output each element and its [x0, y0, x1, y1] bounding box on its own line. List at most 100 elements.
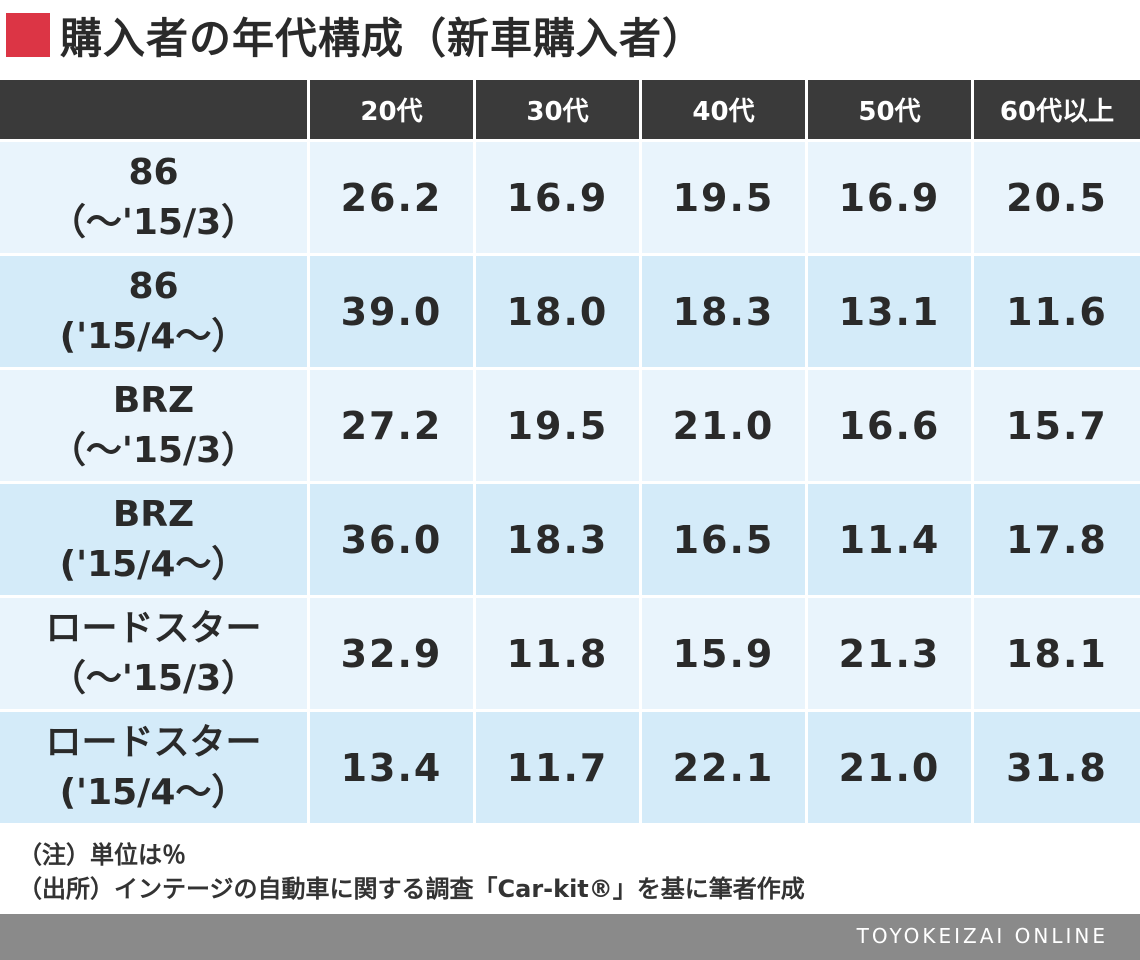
row-label-line2: （～'15/3） [49, 429, 258, 471]
footer-bar: TOYOKEIZAI ONLINE [0, 914, 1140, 960]
row-label: 86 ('15/4～） [60, 262, 248, 362]
value-text: 13.4 [340, 745, 443, 790]
value-cell: 15.9 [642, 598, 808, 712]
value-cell: 31.8 [974, 712, 1140, 826]
row-label: ロードスター （～'15/3） [45, 604, 261, 704]
table-row: BRZ ('15/4～） 36.0 18.3 16.5 11.4 17.8 [0, 484, 1140, 598]
header-cell-20s: 20代 [310, 80, 476, 142]
value-cell: 21.3 [808, 598, 974, 712]
value-cell: 17.8 [974, 484, 1140, 598]
value-cell: 11.8 [476, 598, 642, 712]
value-text: 21.3 [838, 631, 941, 676]
value-cell: 16.6 [808, 370, 974, 484]
header-cell-blank [0, 80, 310, 142]
row-label-line1: ロードスター [45, 607, 262, 649]
value-cell: 22.1 [642, 712, 808, 826]
row-label-line2: ('15/4～） [59, 771, 248, 813]
value-cell: 11.6 [974, 256, 1140, 370]
value-text: 17.8 [1006, 517, 1108, 562]
value-text: 18.3 [506, 517, 609, 562]
row-label-line2: （～'15/3） [49, 657, 258, 699]
chart-title: 購入者の年代構成（新車購入者） [60, 13, 706, 63]
value-text: 16.6 [838, 403, 941, 448]
value-text: 15.7 [1006, 403, 1108, 448]
table-row: ロードスター （～'15/3） 32.9 11.8 15.9 21.3 18.1 [0, 598, 1140, 712]
row-label-cell: 86 ('15/4～） [0, 256, 310, 370]
value-cell: 18.3 [476, 484, 642, 598]
value-text: 32.9 [340, 631, 443, 676]
value-cell: 16.5 [642, 484, 808, 598]
value-cell: 11.4 [808, 484, 974, 598]
value-text: 21.0 [838, 745, 941, 790]
row-label-cell: BRZ （～'15/3） [0, 370, 310, 484]
value-text: 15.9 [672, 631, 775, 676]
value-text: 18.0 [506, 289, 609, 334]
value-cell: 18.0 [476, 256, 642, 370]
value-text: 18.3 [672, 289, 775, 334]
value-cell: 15.7 [974, 370, 1140, 484]
source-note: （出所）インテージの自動車に関する調査「Car-kit®」を基に筆者作成 [18, 875, 805, 903]
table-row: BRZ （～'15/3） 27.2 19.5 21.0 16.6 15.7 [0, 370, 1140, 484]
row-label: BRZ ('15/4～） [60, 490, 248, 590]
row-label: ロードスター ('15/4～） [45, 718, 261, 818]
value-cell: 21.0 [808, 712, 974, 826]
value-text: 11.6 [1006, 289, 1108, 334]
table-body: 86 （～'15/3） 26.2 16.9 19.5 16.9 20.5 86 ('15/4～）… [0, 142, 1140, 826]
header-cell-40s: 40代 [642, 80, 808, 142]
table-row: 86 ('15/4～） 39.0 18.0 18.3 13.1 11.6 [0, 256, 1140, 370]
unit-note: （注）単位は％ [18, 841, 186, 869]
value-cell: 13.1 [808, 256, 974, 370]
table-row: ロードスター ('15/4～） 13.4 11.7 22.1 21.0 31.8 [0, 712, 1140, 826]
value-text: 20.5 [1006, 175, 1108, 220]
row-label-line1: BRZ [112, 493, 195, 535]
value-cell: 39.0 [310, 256, 476, 370]
value-text: 19.5 [672, 175, 775, 220]
value-text: 31.8 [1006, 745, 1108, 790]
row-label: BRZ （～'15/3） [50, 376, 257, 476]
value-text: 36.0 [340, 517, 443, 562]
value-text: 16.9 [838, 175, 941, 220]
notes: （注）単位は％ （出所）インテージの自動車に関する調査「Car-kit®」を基に… [18, 838, 805, 906]
value-text: 16.5 [672, 517, 775, 562]
table-header-row: 20代 30代 40代 50代 60代以上 [0, 80, 1140, 142]
footer-brand: TOYOKEIZAI ONLINE [856, 924, 1108, 948]
row-label-cell: ロードスター （～'15/3） [0, 598, 310, 712]
value-cell: 18.1 [974, 598, 1140, 712]
value-cell: 13.4 [310, 712, 476, 826]
value-text: 22.1 [672, 745, 775, 790]
value-cell: 32.9 [310, 598, 476, 712]
value-cell: 27.2 [310, 370, 476, 484]
value-cell: 18.3 [642, 256, 808, 370]
value-text: 13.1 [838, 289, 941, 334]
value-cell: 26.2 [310, 142, 476, 256]
value-text: 39.0 [340, 289, 443, 334]
header-cell-60s-plus: 60代以上 [974, 80, 1140, 142]
value-text: 11.4 [838, 517, 941, 562]
data-table: 20代 30代 40代 50代 60代以上 86 （～'15/3） 26.2 16.9… [0, 80, 1140, 826]
value-cell: 11.7 [476, 712, 642, 826]
header-cell-30s: 30代 [476, 80, 642, 142]
value-text: 27.2 [340, 403, 443, 448]
value-cell: 20.5 [974, 142, 1140, 256]
row-label-line2: （～'15/3） [49, 201, 258, 243]
row-label: 86 （～'15/3） [50, 148, 257, 248]
row-label-cell: BRZ ('15/4～） [0, 484, 310, 598]
value-cell: 19.5 [476, 370, 642, 484]
value-cell: 36.0 [310, 484, 476, 598]
row-label-line2: ('15/4～） [59, 315, 248, 357]
row-label-line1: 86 [128, 151, 179, 193]
row-label-line1: ロードスター [45, 721, 262, 763]
value-text: 26.2 [340, 175, 443, 220]
row-label-line2: ('15/4～） [59, 543, 248, 585]
title-square-icon [6, 13, 50, 57]
row-label-cell: ロードスター ('15/4～） [0, 712, 310, 826]
value-text: 16.9 [506, 175, 609, 220]
row-label-cell: 86 （～'15/3） [0, 142, 310, 256]
value-text: 21.0 [672, 403, 775, 448]
value-cell: 16.9 [808, 142, 974, 256]
value-text: 19.5 [506, 403, 609, 448]
value-cell: 19.5 [642, 142, 808, 256]
value-text: 18.1 [1006, 631, 1108, 676]
row-label-line1: BRZ [112, 379, 195, 421]
title-bar: 購入者の年代構成（新車購入者） [0, 0, 1140, 70]
